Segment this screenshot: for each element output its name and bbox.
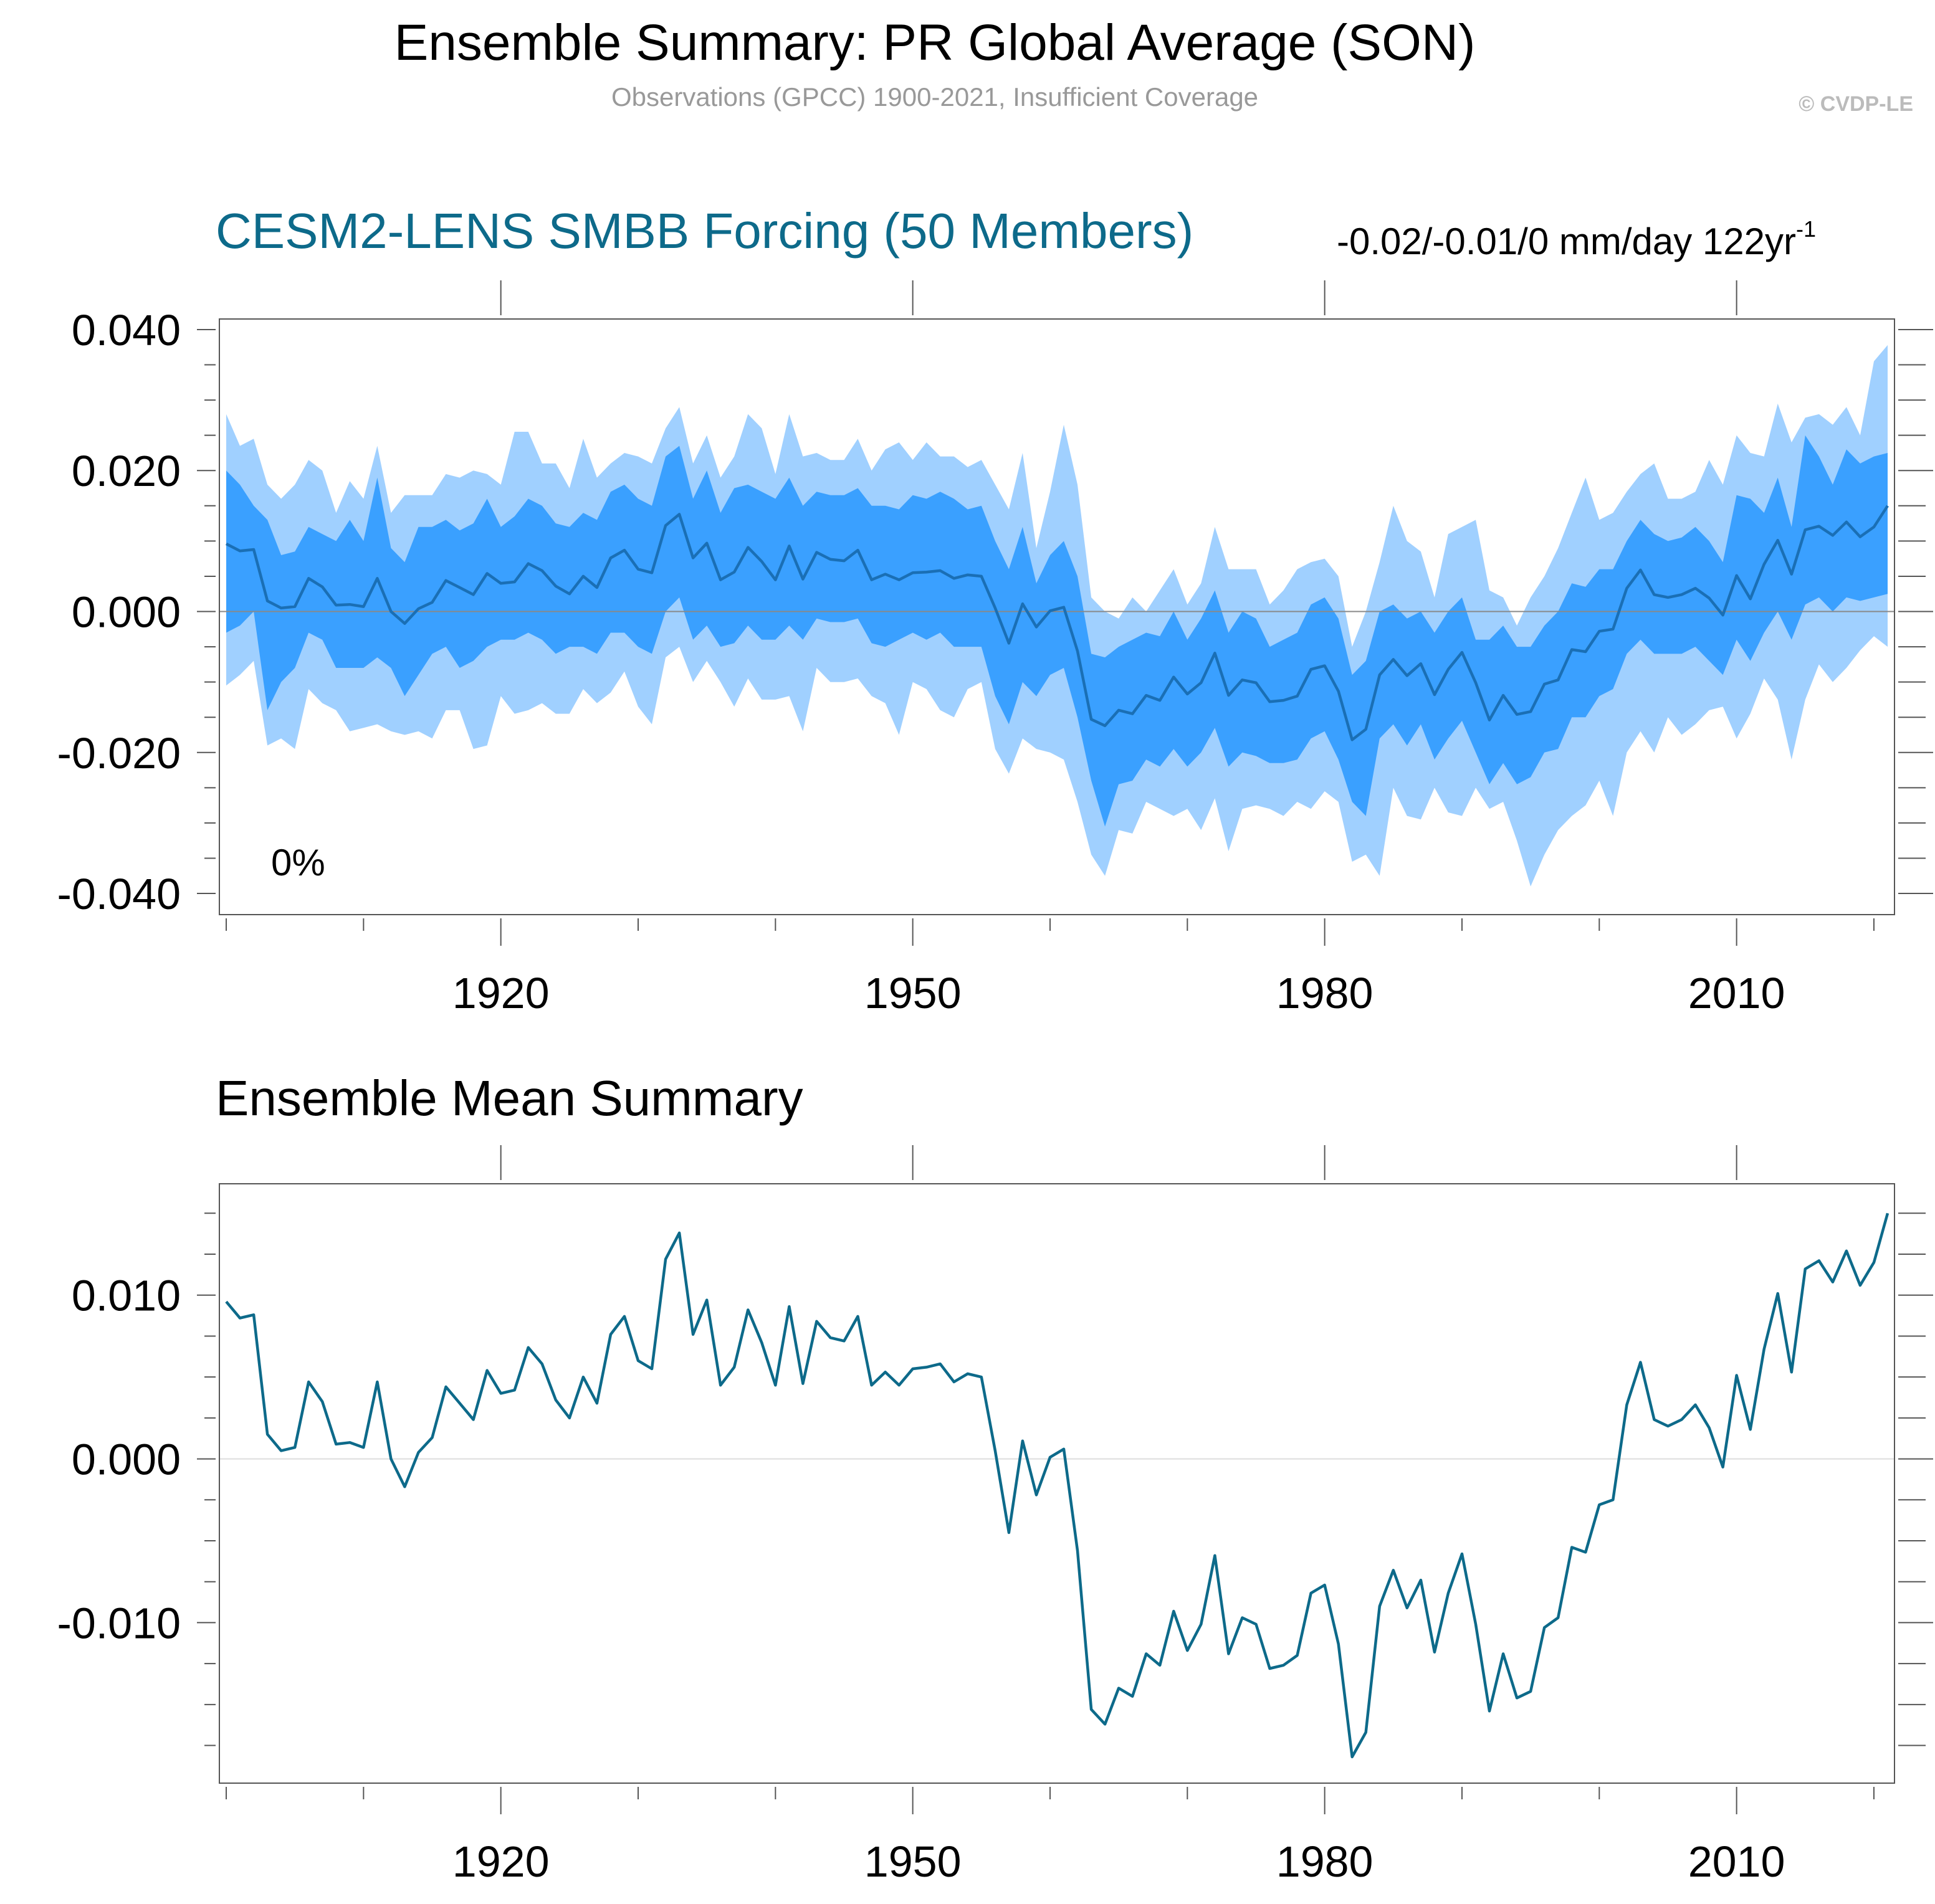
y-tick-label: 0.020 xyxy=(72,447,181,495)
x-tick-label: 1920 xyxy=(452,969,550,1017)
x-tick-label: 1980 xyxy=(1276,1837,1374,1886)
y-tick-label: 0.040 xyxy=(72,306,181,355)
mean-plot-area: 1920 1950 1980 2010 0.010 0.000 -0.010 xyxy=(57,1145,1933,1886)
x-tick-label: 2010 xyxy=(1688,1837,1785,1886)
x-tick-label: 1920 xyxy=(452,1837,550,1886)
copyright-label: © CVDP-LE xyxy=(1799,92,1913,116)
x-tick-label: 1980 xyxy=(1276,969,1374,1017)
y-tick-label: -0.010 xyxy=(57,1599,181,1647)
plot-background xyxy=(219,1184,1894,1783)
y-tick-label: -0.020 xyxy=(57,729,181,778)
figure-title: Ensemble Summary: PR Global Average (SON… xyxy=(394,14,1476,71)
plot-frame xyxy=(219,318,1895,915)
inner-spread-band xyxy=(226,435,1888,827)
coverage-percent-label: 0% xyxy=(271,842,325,883)
mean-series-line xyxy=(225,505,1889,741)
mean-panel-title: Ensemble Mean Summary xyxy=(216,1070,803,1126)
figure-subtitle: Observations (GPCC) 1900-2021, Insuffici… xyxy=(611,82,1258,112)
ensemble-mean-panel: Ensemble Mean Summary 1920 1950 1980 2010 0.… xyxy=(57,1070,1933,1886)
plot-frame xyxy=(219,1183,1895,1784)
x-tick-label: 1950 xyxy=(864,969,962,1017)
x-tick-label: 2010 xyxy=(1688,969,1785,1017)
trend-superscript: -1 xyxy=(1796,216,1816,242)
y-tick-label: 0.000 xyxy=(72,1435,181,1484)
mean-series-line xyxy=(225,1212,1890,1759)
y-tick-label: 0.000 xyxy=(72,588,181,637)
y-tick-label: -0.040 xyxy=(57,870,181,918)
trend-label: -0.02/-0.01/0 mm/day 122yr-1 xyxy=(1337,216,1816,262)
y-tick-label: 0.010 xyxy=(72,1272,181,1320)
ensemble-plot-area: 1920 1950 1980 2010 0.040 0.020 0.000 -0.020 -0.… xyxy=(57,280,1933,1017)
x-tick-label: 1950 xyxy=(864,1837,962,1886)
trend-value: -0.02/-0.01/0 mm/day 122yr xyxy=(1337,221,1796,262)
ensemble-spread-panel: CESM2-LENS SMBB Forcing (50 Members) -0.… xyxy=(57,203,1933,1017)
ensemble-panel-title: CESM2-LENS SMBB Forcing (50 Members) xyxy=(216,203,1193,259)
